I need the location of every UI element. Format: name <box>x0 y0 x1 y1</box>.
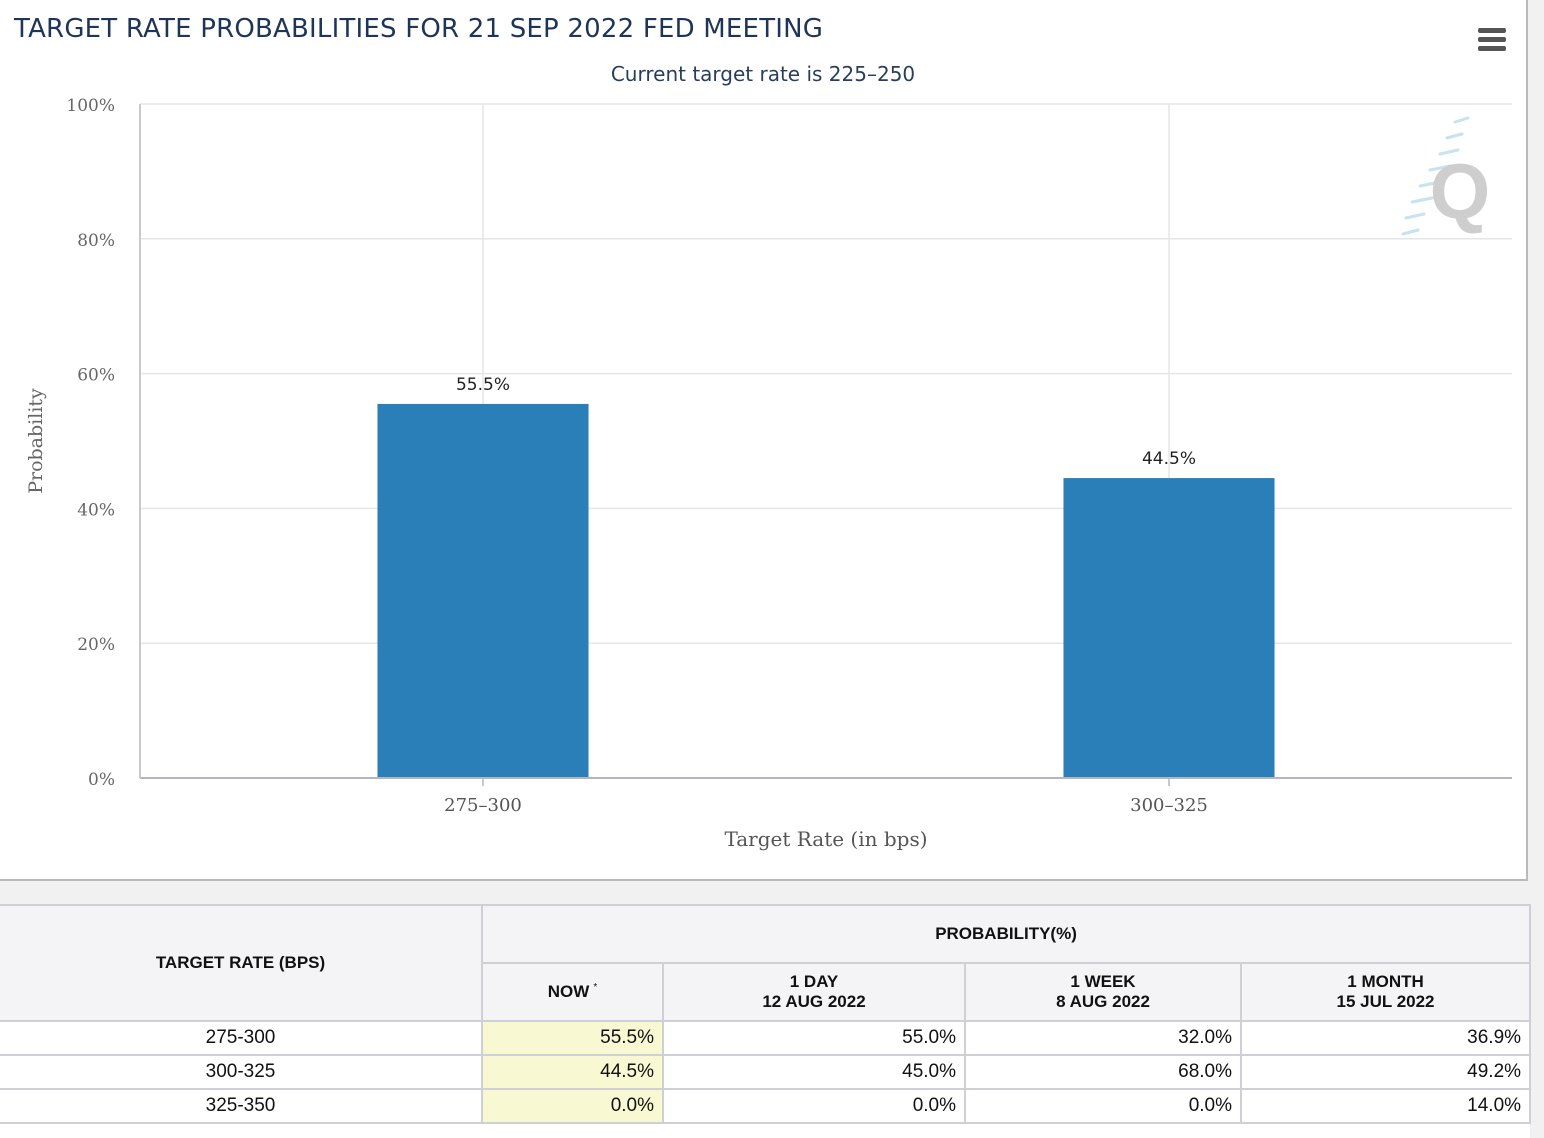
probability-table: TARGET RATE (BPS) PROBABILITY(%) NOW * 1 … <box>0 904 1532 1124</box>
x-axis-ticks: 275–300 300–325 <box>444 778 1208 816</box>
1day-cell: 45.0% <box>662 1054 966 1090</box>
cme-fedwatch-q-logo-icon: Q <box>1401 116 1491 236</box>
bar[interactable] <box>377 403 589 778</box>
chart-subtitle: Current target rate is 225–250 <box>610 62 916 86</box>
chart-title: TARGET RATE PROBABILITIES FOR 21 SEP 202… <box>14 14 824 44</box>
1week-cell: 68.0% <box>964 1054 1242 1090</box>
svg-text:Q: Q <box>1430 147 1491 235</box>
bar[interactable] <box>1063 478 1275 778</box>
col-1month-header: 1 MONTH 15 JUL 2022 <box>1239 962 1532 1022</box>
1month-cell: 14.0% <box>1239 1088 1532 1124</box>
x-tick-label: 275–300 <box>444 795 522 816</box>
now-cell: 0.0% <box>481 1088 664 1124</box>
table-row: 300-325 44.5% 45.0% 68.0% 49.2% <box>0 1054 1532 1090</box>
1month-cell: 36.9% <box>1239 1020 1532 1056</box>
y-axis-label: Probability <box>25 388 47 494</box>
bar-data-label: 55.5% <box>456 375 510 395</box>
1week-cell: 32.0% <box>964 1020 1242 1056</box>
x-axis-label: Target Rate (in bps) <box>724 827 927 851</box>
now-cell: 55.5% <box>481 1020 664 1056</box>
probability-table-panel: TARGET RATE (BPS) PROBABILITY(%) NOW * 1 … <box>0 904 1532 1138</box>
rate-cell: 300-325 <box>0 1054 483 1090</box>
y-axis-ticks: 0% 20% 40% 60% 80% 100% <box>66 96 115 790</box>
col-1day-header: 1 DAY 12 AUG 2022 <box>662 962 966 1022</box>
y-tick-label: 0% <box>88 770 115 790</box>
y-tick-label: 20% <box>77 635 115 655</box>
1day-cell: 0.0% <box>662 1088 966 1124</box>
grid-lines <box>140 103 1512 778</box>
col-1week-header: 1 WEEK 8 AUG 2022 <box>964 962 1242 1022</box>
bars: 55.5% 44.5% <box>377 375 1275 778</box>
table-row: 275-300 55.5% 55.0% 32.0% 36.9% <box>0 1020 1532 1056</box>
y-tick-label: 80% <box>77 231 115 251</box>
y-tick-label: 60% <box>77 366 115 386</box>
x-tick-label: 300–325 <box>1130 795 1208 816</box>
hamburger-menu-icon[interactable] <box>1476 26 1508 54</box>
1week-cell: 0.0% <box>964 1088 1242 1124</box>
bar-chart: 0% 20% 40% 60% 80% 100% 55.5% 44.5% 275–300 300… <box>25 96 1512 851</box>
bar-data-label: 44.5% <box>1142 449 1196 469</box>
target-rate-header: TARGET RATE (BPS) <box>0 904 483 1022</box>
y-tick-label: 100% <box>66 96 115 116</box>
chart-panel: TARGET RATE PROBABILITIES FOR 21 SEP 202… <box>0 0 1528 881</box>
col-now-header: NOW * <box>481 962 664 1022</box>
probability-header: PROBABILITY(%) <box>480 904 1532 964</box>
1month-cell: 49.2% <box>1239 1054 1532 1090</box>
rate-cell: 325-350 <box>0 1088 483 1124</box>
1day-cell: 55.0% <box>662 1020 966 1056</box>
rate-cell: 275-300 <box>0 1020 483 1056</box>
y-tick-label: 40% <box>77 500 115 520</box>
now-cell: 44.5% <box>481 1054 664 1090</box>
table-row: 325-350 0.0% 0.0% 0.0% 14.0% <box>0 1088 1532 1124</box>
